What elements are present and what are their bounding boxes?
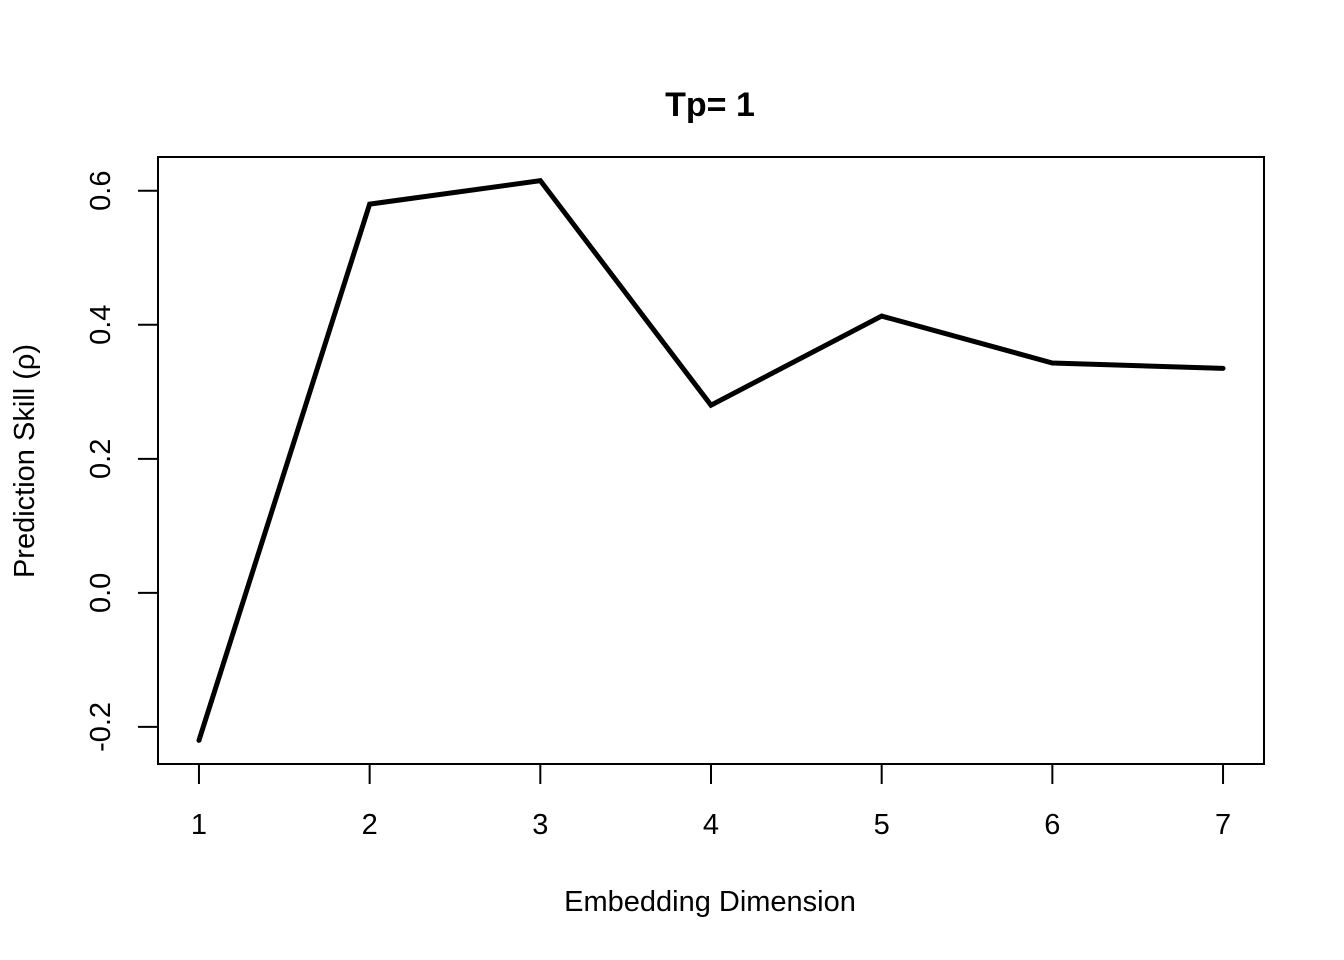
y-tick-label: 0.6 (85, 171, 117, 211)
x-tick-label: 5 (874, 809, 890, 841)
y-tick-label: 0.4 (85, 305, 117, 345)
x-tick-label: 3 (532, 809, 548, 841)
x-axis-label: Embedding Dimension (564, 886, 856, 918)
series-layer (196, 177, 1226, 743)
x-tick-label: 1 (191, 809, 207, 841)
y-tick-label: -0.2 (85, 702, 117, 752)
y-axis: -0.2 0.0 0.2 0.4 0.6 (85, 171, 159, 752)
x-tick-label: 6 (1044, 809, 1060, 841)
y-tick-label: 0.2 (85, 439, 117, 479)
series-line (196, 177, 1226, 743)
x-axis: 1 2 3 4 5 6 7 (191, 763, 1231, 841)
x-tick-label: 2 (362, 809, 378, 841)
x-tick-label: 4 (703, 809, 719, 841)
x-tick-label: 7 (1215, 809, 1231, 841)
chart-title: Tp= 1 (665, 86, 755, 124)
y-axis-label: Prediction Skill (ρ) (9, 344, 41, 578)
y-tick-label: 0.0 (85, 573, 117, 613)
